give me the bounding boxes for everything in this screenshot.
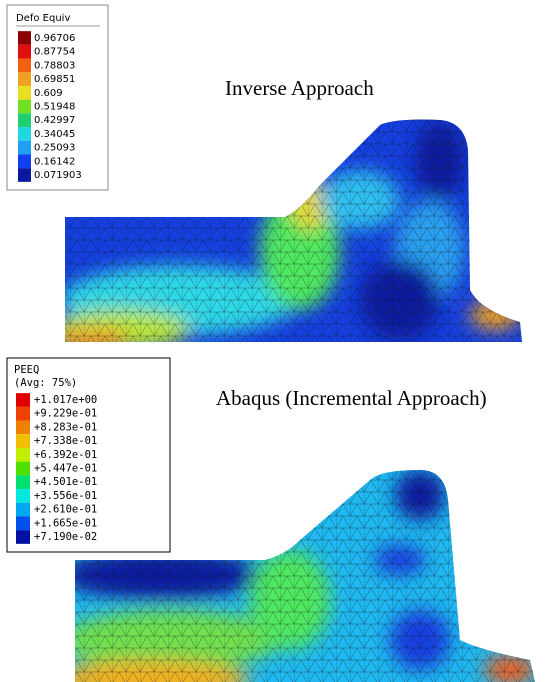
legend-label: +9.229e-01: [34, 408, 97, 420]
legend-label: 0.51948: [34, 102, 75, 113]
legend-swatch: [18, 72, 31, 86]
legend-swatch: [18, 45, 31, 59]
legend-label: 0.34045: [34, 129, 75, 140]
legend-label: 0.42997: [34, 115, 75, 126]
legend-label: +7.338e-01: [34, 435, 97, 447]
legend-label: +5.447e-01: [34, 463, 97, 475]
legend-label: +7.190e-02: [34, 531, 97, 543]
legend-swatch: [18, 59, 31, 73]
legend-swatch: [18, 168, 31, 182]
legend-swatch: [16, 448, 30, 462]
legend-swatch: [16, 503, 30, 517]
contour-plot: [50, 110, 530, 352]
legend-label: +8.283e-01: [34, 421, 97, 433]
legend-swatch: [16, 407, 30, 421]
legend-swatch: [18, 127, 31, 141]
legend-label: +2.610e-01: [34, 504, 97, 516]
legend-label: 0.78803: [34, 60, 75, 71]
legend-title: PEEQ: [14, 364, 39, 376]
legend-swatch: [18, 154, 31, 168]
legend-label: 0.25093: [34, 143, 75, 154]
legend-label: 0.609: [34, 88, 63, 99]
legend-label: +1.017e+00: [34, 394, 97, 406]
legend-swatch: [18, 31, 31, 45]
legend-label: 0.69851: [34, 74, 75, 85]
legend-swatch: [16, 489, 30, 503]
legend-swatch: [16, 393, 30, 407]
legend-swatch: [18, 141, 31, 155]
legend-swatch: [16, 462, 30, 476]
legend-label: 0.87754: [34, 47, 75, 58]
figure: Inverse Approach Abaqus (Incremental App…: [0, 0, 552, 682]
legend-label: +6.392e-01: [34, 449, 97, 461]
legend-label: +4.501e-01: [34, 476, 97, 488]
legend-swatch: [16, 530, 30, 544]
legend-label: +3.556e-01: [34, 490, 97, 502]
legend-swatch: [16, 516, 30, 530]
legend-swatch: [16, 475, 30, 489]
legend-title: Defo Equiv: [16, 13, 70, 24]
legend-swatch: [18, 100, 31, 114]
legend-label: +1.665e-01: [34, 517, 97, 529]
caption: Abaqus (Incremental Approach): [216, 386, 487, 410]
legend-swatch: [18, 113, 31, 127]
legend-swatch: [16, 421, 30, 435]
legend-label: 0.96706: [34, 33, 75, 44]
legend-subtitle: (Avg: 75%): [14, 377, 77, 389]
legend-label: 0.071903: [34, 170, 82, 181]
legend-swatch: [16, 434, 30, 448]
caption: Inverse Approach: [225, 76, 374, 100]
legend-label: 0.16142: [34, 156, 75, 167]
legend-swatch: [18, 86, 31, 100]
